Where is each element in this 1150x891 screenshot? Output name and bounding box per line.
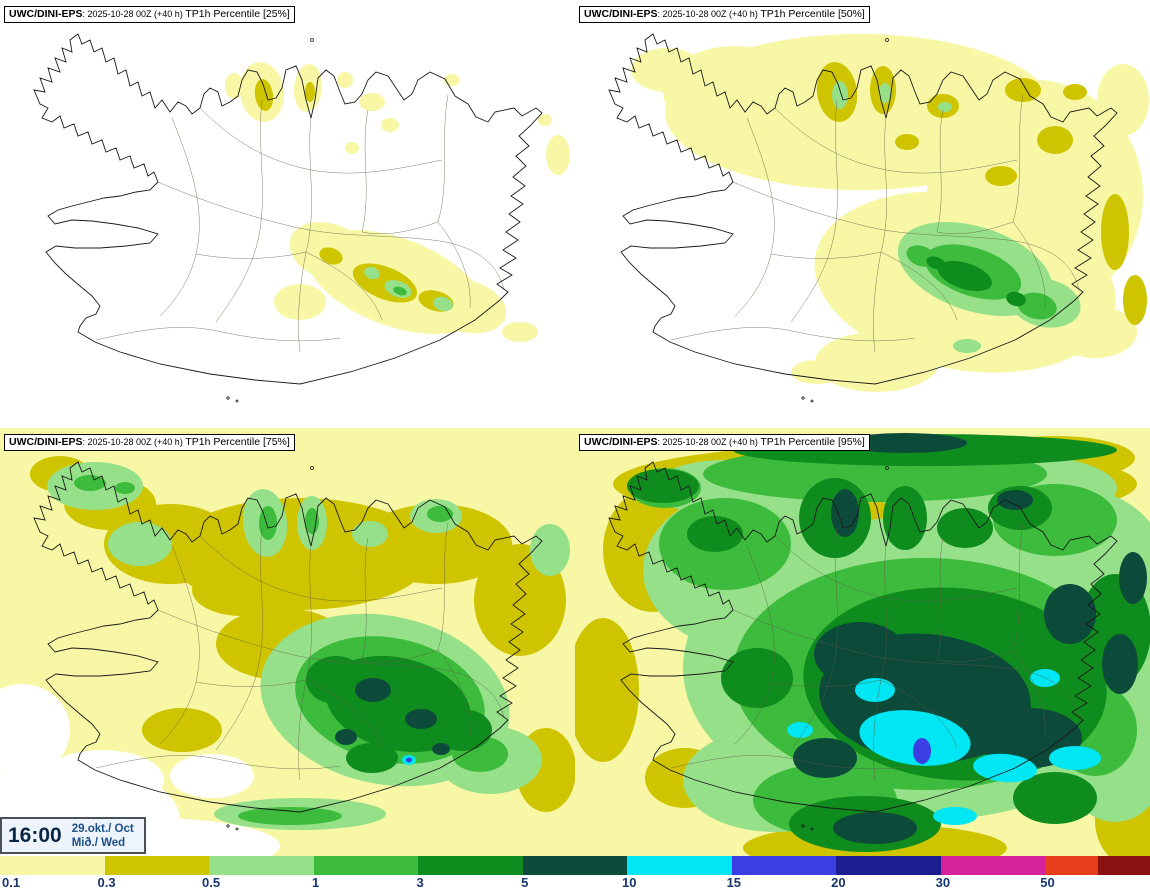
colorbar-segment [836, 856, 941, 875]
precip-field-25 [225, 62, 570, 342]
model-name: UWC/DINI-EPS [584, 8, 658, 20]
colorbar-tick-label: 5 [521, 875, 529, 890]
panel-percentile-75: UWC/DINI-EPS: 2025-10-28 00Z (+40 h) TP1… [0, 428, 575, 856]
precip-field-75 [0, 428, 575, 856]
colorbar-segment [522, 856, 628, 875]
colorbar-tick-label: 50 [1040, 875, 1055, 890]
colorbar-strip [0, 856, 1150, 875]
panel-percentile-50: UWC/DINI-EPS: 2025-10-28 00Z (+40 h) TP1… [575, 0, 1150, 428]
colorbar-segment [418, 856, 523, 875]
precip-field-95 [575, 428, 1150, 856]
colorbar-segment [0, 856, 105, 875]
colorbar-segment [209, 856, 314, 875]
precip-colorbar: 0.1 0.3 0.5 1 3 5 10 15 20 30 50 [0, 856, 1150, 891]
colorbar-segment [940, 856, 1046, 875]
map-grid: UWC/DINI-EPS: 2025-10-28 00Z (+40 h) TP1… [0, 0, 1150, 856]
colorbar-tick-label: 3 [416, 875, 424, 890]
colorbar-tick-label: 0.5 [202, 875, 221, 890]
run-info: : 2025-10-28 00Z (+40 h) [82, 437, 186, 447]
colorbar-tick-label: 1 [312, 875, 320, 890]
iceland-map-95 [575, 428, 1150, 856]
iceland-map-75 [0, 428, 575, 856]
valid-date-block: 29.okt./ Oct Mið./ Wed [70, 819, 144, 852]
panel-title-50: UWC/DINI-EPS: 2025-10-28 00Z (+40 h) TP1… [579, 6, 870, 23]
model-name: UWC/DINI-EPS [584, 436, 658, 448]
valid-date: 29.okt./ Oct [71, 822, 134, 835]
valid-time: 16:00 [8, 824, 62, 847]
run-info: : 2025-10-28 00Z (+40 h) [82, 9, 186, 19]
panel-percentile-95: UWC/DINI-EPS: 2025-10-28 00Z (+40 h) TP1… [575, 428, 1150, 856]
colorbar-tick-label: 0.1 [2, 875, 21, 890]
run-info: : 2025-10-28 00Z (+40 h) [657, 437, 761, 447]
colorbar-tick-label: 0.3 [97, 875, 116, 890]
model-name: UWC/DINI-EPS [9, 8, 83, 20]
colorbar-tick-label: 10 [622, 875, 637, 890]
valid-time-box: 16:00 29.okt./ Oct Mið./ Wed [0, 817, 146, 854]
panel-title-25: UWC/DINI-EPS: 2025-10-28 00Z (+40 h) TP1… [4, 6, 295, 23]
colorbar-labels: 0.1 0.3 0.5 1 3 5 10 15 20 30 50 [0, 875, 1150, 891]
product-name: TP1h Percentile [25%] [185, 8, 290, 20]
panel-title-75: UWC/DINI-EPS: 2025-10-28 00Z (+40 h) TP1… [4, 434, 295, 451]
panel-title-95: UWC/DINI-EPS: 2025-10-28 00Z (+40 h) TP1… [579, 434, 870, 451]
colorbar-segment [627, 856, 732, 875]
colorbar-segment [1045, 856, 1098, 875]
product-name: TP1h Percentile [75%] [185, 436, 290, 448]
colorbar-segment [104, 856, 210, 875]
product-name: TP1h Percentile [50%] [760, 8, 865, 20]
iceland-map-50 [575, 0, 1149, 428]
run-info: : 2025-10-28 00Z (+40 h) [657, 9, 761, 19]
colorbar-segment [1097, 856, 1150, 875]
model-name: UWC/DINI-EPS [9, 436, 83, 448]
iceland-map-25 [0, 0, 570, 428]
precip-field-50 [631, 34, 1149, 392]
valid-day: Mið./ Wed [71, 836, 126, 849]
colorbar-segment [313, 856, 419, 875]
colorbar-tick-label: 15 [726, 875, 742, 890]
colorbar-segment [731, 856, 837, 875]
colorbar-tick-label: 20 [831, 875, 846, 890]
colorbar-tick-label: 30 [935, 875, 951, 890]
product-name: TP1h Percentile [95%] [760, 436, 865, 448]
panel-percentile-25: UWC/DINI-EPS: 2025-10-28 00Z (+40 h) TP1… [0, 0, 575, 428]
